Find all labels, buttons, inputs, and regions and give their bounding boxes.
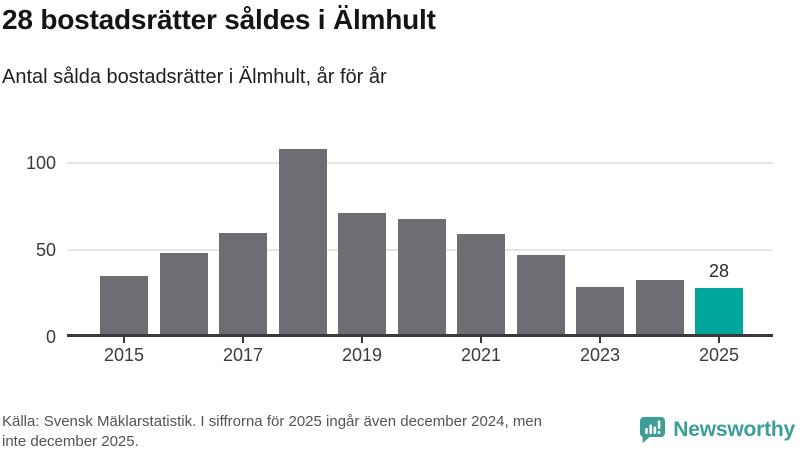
x-tick-label-2021: 2021 <box>460 345 502 365</box>
x-tick-label-2023: 2023 <box>579 345 621 365</box>
newsworthy-wordmark: Newsworthy <box>673 417 795 441</box>
source-note-line-1: Källa: Svensk Mäklarstatistik. I siffror… <box>2 413 542 430</box>
exclamation-dot <box>657 430 661 434</box>
bar-chart: 28 0 50 100 2015 2017 2019 2021 2023 2025 <box>0 140 800 375</box>
newsworthy-bubble-chart-icon <box>640 417 666 443</box>
x-tick-2021 <box>480 337 482 343</box>
chart-subtitle: Antal sålda bostadsrätter i Älmhult, år … <box>2 66 387 88</box>
x-tick-2023 <box>599 337 601 343</box>
bar-2022 <box>516 255 565 337</box>
exclamation-bar <box>658 420 661 429</box>
bar-2017 <box>219 232 267 337</box>
y-tick-label-100: 100 <box>25 153 56 173</box>
bar-2024 <box>635 279 684 337</box>
bar-2016 <box>159 253 208 337</box>
newsworthy-logo: Newsworthy <box>639 416 795 443</box>
x-axis-line <box>67 334 773 337</box>
bar-2023 <box>576 286 624 337</box>
chart-title: 28 bostadsrätter såldes i Älmhult <box>2 4 436 35</box>
x-tick-2015 <box>123 337 125 343</box>
x-tick-2025 <box>718 337 720 343</box>
bar-2020 <box>397 218 446 337</box>
x-tick-2019 <box>361 337 363 343</box>
x-tick-2017 <box>242 337 244 343</box>
bar-2015 <box>100 276 148 337</box>
bar-2021 <box>457 234 505 337</box>
x-tick-label-2019: 2019 <box>341 345 383 365</box>
speech-bubble-shape <box>640 417 666 443</box>
plot-area: 28 <box>67 140 773 337</box>
x-tick-label-2015: 2015 <box>103 345 145 365</box>
source-note: Källa: Svensk Mäklarstatistik. I siffror… <box>2 412 638 452</box>
y-tick-label-50: 50 <box>35 240 56 260</box>
x-tick-label-2017: 2017 <box>222 345 264 365</box>
source-note-line-2: inte december 2025. <box>2 433 139 450</box>
bar-2019 <box>338 213 386 337</box>
highlight-value-label: 28 <box>708 261 730 282</box>
mini-bar-chart-glyph <box>645 420 661 434</box>
y-tick-label-0: 0 <box>45 327 56 347</box>
bar-2025 <box>695 288 743 337</box>
gridline-100 <box>67 162 773 164</box>
x-tick-label-2025: 2025 <box>698 345 740 365</box>
bar-2018 <box>278 149 327 337</box>
